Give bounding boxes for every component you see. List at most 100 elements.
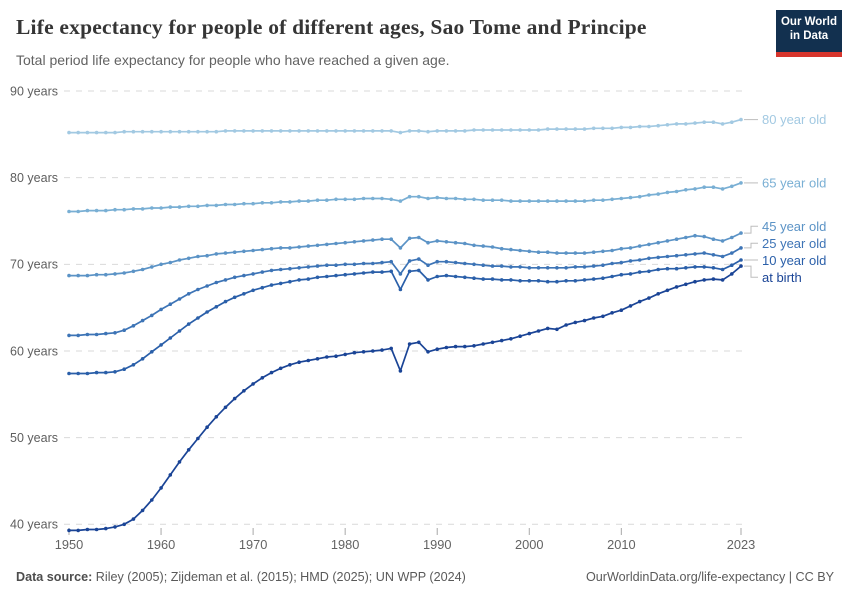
data-point xyxy=(435,195,440,200)
data-point xyxy=(122,129,126,134)
data-point xyxy=(398,246,403,250)
data-point xyxy=(352,262,357,267)
data-point xyxy=(223,405,228,410)
data-point xyxy=(186,256,191,261)
data-point xyxy=(232,129,237,133)
y-gridlines: 90 years 80 years 70 years 60 years 50 years… xyxy=(10,84,742,532)
data-point xyxy=(251,382,255,386)
data-point xyxy=(269,129,274,133)
data-point xyxy=(453,240,458,245)
data-point xyxy=(104,370,108,375)
data-point xyxy=(656,192,660,196)
data-point xyxy=(674,189,679,194)
footer-link[interactable]: OurWorldinData.org/life-expectancy | CC … xyxy=(585,570,834,584)
data-point xyxy=(481,263,486,267)
data-point xyxy=(131,517,136,521)
data-point xyxy=(159,307,163,312)
legend-label-80-year-old[interactable]: 80 year old xyxy=(762,112,826,127)
data-point xyxy=(656,255,660,260)
data-point xyxy=(214,252,219,256)
data-point xyxy=(472,243,476,248)
data-point xyxy=(472,128,476,132)
x-axis-label-2000: 2000 xyxy=(515,537,543,552)
data-point xyxy=(481,198,486,202)
data-point xyxy=(481,244,486,248)
data-point xyxy=(417,257,421,261)
data-point xyxy=(306,358,311,363)
legend: 80 year old 65 year old 45 year old 25 year… xyxy=(744,112,826,285)
data-point xyxy=(481,342,486,346)
data-point xyxy=(628,246,633,250)
series-65-year-old xyxy=(67,181,743,214)
data-point xyxy=(499,198,504,202)
data-point xyxy=(398,287,403,292)
data-point xyxy=(601,314,605,319)
data-point xyxy=(315,243,320,248)
data-point xyxy=(628,125,633,130)
data-point xyxy=(343,197,348,202)
data-point xyxy=(702,251,706,255)
data-point xyxy=(555,266,559,270)
data-point xyxy=(352,350,357,355)
data-point xyxy=(288,279,292,284)
data-point xyxy=(113,525,117,529)
data-point xyxy=(76,273,80,278)
legend-label-25-year-old[interactable]: 25 year old xyxy=(762,236,826,251)
data-point xyxy=(131,269,136,274)
data-point xyxy=(177,329,182,333)
data-point xyxy=(371,261,375,266)
data-point xyxy=(122,328,126,332)
data-point xyxy=(389,129,394,133)
data-point xyxy=(426,350,430,354)
data-point xyxy=(205,253,209,258)
data-point xyxy=(159,262,163,267)
data-point xyxy=(582,199,587,203)
data-point xyxy=(444,273,449,278)
data-point xyxy=(481,128,486,132)
data-point xyxy=(453,274,458,279)
data-point xyxy=(730,272,734,276)
legend-label-45-year-old[interactable]: 45 year old xyxy=(762,219,826,234)
data-point xyxy=(260,129,265,133)
data-point xyxy=(159,206,163,210)
data-point xyxy=(278,200,283,204)
data-point xyxy=(444,259,449,264)
data-point xyxy=(122,207,126,212)
data-point xyxy=(610,197,614,202)
data-point xyxy=(711,237,716,241)
data-point xyxy=(730,235,734,240)
data-point xyxy=(85,273,90,278)
data-point xyxy=(426,240,430,245)
data-point xyxy=(288,246,292,250)
x-axis-label-2010: 2010 xyxy=(607,537,635,552)
data-point xyxy=(545,250,550,254)
data-point xyxy=(297,278,301,282)
legend-label-10-year-old[interactable]: 10 year old xyxy=(762,253,826,268)
data-point xyxy=(306,265,311,269)
data-point xyxy=(361,271,366,275)
data-point xyxy=(380,270,384,274)
data-point xyxy=(389,197,394,202)
data-point xyxy=(315,198,320,202)
data-point xyxy=(545,127,550,131)
data-point xyxy=(582,265,587,269)
data-point xyxy=(739,258,743,262)
data-point xyxy=(242,249,246,254)
data-point xyxy=(177,129,182,134)
data-point xyxy=(389,269,394,274)
data-point xyxy=(435,347,440,352)
data-point xyxy=(168,473,173,477)
data-point xyxy=(527,199,532,203)
data-point xyxy=(371,129,375,133)
data-point xyxy=(490,277,495,281)
legend-label-at-birth[interactable]: at birth xyxy=(762,270,802,285)
data-point xyxy=(371,270,375,274)
data-point xyxy=(573,320,578,325)
data-point xyxy=(242,273,246,278)
data-point xyxy=(490,340,495,345)
legend-label-65-year-old[interactable]: 65 year old xyxy=(762,175,826,190)
data-point xyxy=(334,263,338,267)
data-point xyxy=(232,202,237,207)
x-axis-label-1980: 1980 xyxy=(331,537,359,552)
data-point xyxy=(398,369,403,373)
